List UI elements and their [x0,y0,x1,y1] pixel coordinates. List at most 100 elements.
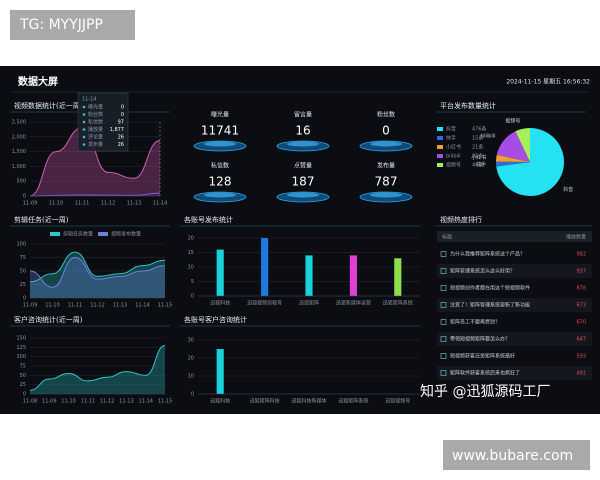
stat-label: 粉丝数 [377,111,395,119]
y-tick-label: 1,500 [12,149,26,155]
row-icon [440,268,447,274]
tooltip-dot [82,105,86,109]
pie-slice [496,128,565,197]
x-tick-label: 11-12 [101,201,116,207]
tooltip-dot [82,143,86,146]
tooltip [77,92,129,152]
row-icon [440,285,447,291]
legend-value: 15条 [472,135,483,142]
stat-value: 128 [209,175,232,189]
legend-label: 视频发布数量 [111,231,141,238]
x-tick-label: 迅狐矩阵科技 [250,398,280,405]
y-tick-label: 1,000 [12,164,26,170]
row-value: 491 [576,371,586,377]
bar [394,258,402,296]
panel-title: 客户咨询统计(近一周) [14,315,83,324]
tooltip-dot [82,113,86,116]
x-tick-label: 迅狐新媒体运营 [336,300,371,307]
slice-label: 小红书 [471,154,486,161]
legend-swatch [437,145,443,149]
row-value: 670 [576,320,586,326]
panel-title: 视频数据统计(近一周) [14,101,83,110]
stat-glow [287,141,319,147]
stat-label: 留言量 [294,111,312,119]
y-tick-label: 100 [16,242,26,248]
y-tick-label: 100 [16,354,26,360]
legend-label: 剪辑任务数量 [63,231,93,238]
row-value: 593 [576,354,586,360]
row-value: 647 [576,337,586,343]
legend-label: 小红书 [446,144,461,151]
legend-swatch [437,136,443,140]
legend-label: 快手 [446,135,456,142]
y-tick-label: 150 [16,336,26,342]
x-tick-label: 11-13 [113,303,128,309]
legend-value: 476条 [472,126,487,133]
stat-glow [370,192,402,198]
panel-title: 各账号客户咨询统计 [184,315,247,324]
table-header [437,231,592,242]
line [29,256,166,288]
bar [216,249,224,296]
y-tick-label: 10 [188,374,194,380]
x-tick-label: 11-09 [23,201,38,207]
x-tick-label: 11-14 [138,399,153,405]
column-header: 播放数量 [566,234,586,241]
pie-slice [515,128,530,162]
stat-label: 私信数 [211,162,229,170]
area [30,257,165,298]
legend-swatch [98,232,108,236]
x-tick-label: 11-11 [81,399,96,405]
x-tick-label: 迅狐矩阵系统 [383,300,413,307]
x-tick-label: 11-14 [153,201,168,207]
bar [261,238,269,296]
legend-label: 视频号 [446,162,461,169]
row-value: 937 [576,269,586,275]
tooltip-value: 1,877 [110,127,124,133]
tooltip-name: 私信数 [88,119,103,126]
area [30,127,160,196]
tooltip-name: 评论量 [88,134,103,141]
panel-title: 剪辑任务(近一周) [14,215,69,224]
stat-label: 点赞量 [294,162,312,170]
area [30,345,165,394]
y-tick-label: 10 [188,265,194,271]
tooltip-name: 曝光量 [88,104,103,111]
bar [305,255,313,296]
legend-swatch [437,163,443,167]
bar [216,349,224,394]
line [29,251,166,283]
x-tick-label: 11-10 [61,399,76,405]
row-title: 短视频创作者都在用这个短视频软件 [450,285,530,292]
tooltip-value: 26 [118,142,124,148]
badge [443,440,590,470]
y-tick-label: 2,500 [12,120,26,126]
x-tick-label: 11-12 [90,303,105,309]
row-icon [440,251,447,257]
y-tick-label: 75 [20,255,26,261]
line [29,344,166,391]
panel-title: 视频热度排行 [440,215,482,224]
legend-label: 抖音 [446,126,456,133]
row-icon [440,302,447,308]
row-icon [440,336,447,342]
x-tick-label: 迅狐科技 [210,398,230,405]
stat-glow [287,192,319,198]
y-tick-label: 75 [20,364,26,370]
x-tick-label: 11-15 [158,399,173,405]
row-title: 矩阵软件获客系统后来也疯狂了 [450,370,520,377]
tooltip-value: 97 [118,120,124,126]
row-icon [440,353,447,359]
slice-label: 视频号 [505,118,520,125]
row-bg [437,366,592,380]
badge-text: TG: MYYJJPP [19,17,103,33]
tooltip-value: 0 [121,105,124,111]
row-bg [437,332,592,346]
y-tick-label: 30 [188,338,194,344]
row-title: 为什么我推荐矩阵系统这个产品？ [450,251,525,258]
tooltip-dot [82,120,86,124]
row-value: 673 [576,303,586,309]
row-bg [437,298,592,312]
tooltip-value: 26 [118,135,124,141]
